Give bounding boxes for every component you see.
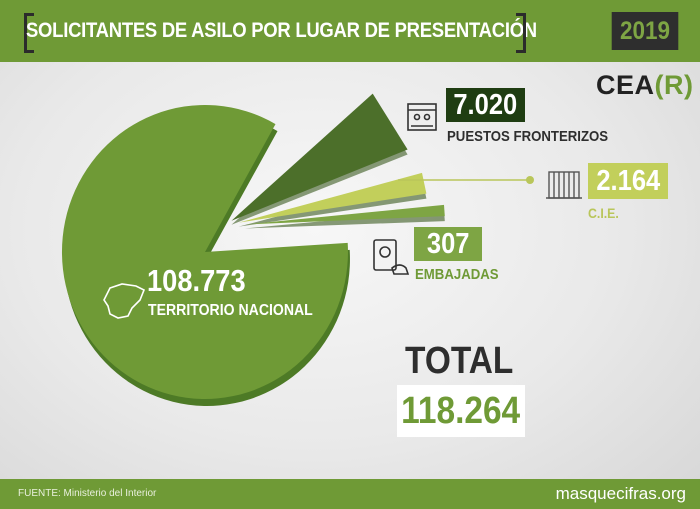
building-icon [546, 171, 582, 199]
year-badge: 2019 [611, 12, 679, 50]
embajadas-value-box: 307 [414, 227, 482, 261]
cie-connector-dot [526, 176, 534, 184]
footer-bar [0, 479, 700, 509]
slice-territorio-nacional [61, 104, 348, 399]
header-bar [0, 0, 700, 62]
cie-value: 2.164 [596, 164, 660, 197]
total-box: 118.264 [397, 385, 525, 437]
total-value: 118.264 [401, 389, 521, 432]
embajadas-label: EMBAJADAS [415, 266, 499, 283]
site-link[interactable]: masquecifras.org [555, 484, 686, 503]
puestos-value-box: 7.020 [446, 88, 525, 122]
nacional-label: TERRITORIO NACIONAL [148, 302, 313, 319]
logo-text: CEA [596, 70, 655, 100]
border-post-icon [407, 103, 437, 131]
embajadas-value: 307 [426, 227, 470, 260]
source-text: FUENTE: Ministerio del Interior [18, 488, 157, 499]
nacional-value: 108.773 [147, 263, 246, 298]
puestos-value: 7.020 [453, 88, 518, 121]
spain-map-icon [103, 283, 146, 319]
cie-value-box: 2.164 [588, 163, 668, 199]
puestos-label: PUESTOS FRONTERIZOS [447, 128, 609, 145]
pie-slices [61, 93, 445, 406]
cear-logo: CEA(R) [596, 70, 694, 101]
passport-icon [373, 239, 410, 275]
slice-cie [238, 172, 427, 223]
slice-puestos-fronterizos [231, 93, 408, 221]
total-label: TOTAL [405, 340, 514, 382]
cie-label: C.I.E. [588, 205, 619, 221]
logo-r: (R) [654, 70, 694, 100]
title-bracket-left [24, 13, 34, 53]
title-bracket-right [516, 13, 526, 53]
slice-embajadas [244, 204, 445, 225]
year-text: 2019 [619, 16, 671, 45]
page-title: SOLICITANTES DE ASILO POR LUGAR DE PRESE… [26, 19, 537, 42]
